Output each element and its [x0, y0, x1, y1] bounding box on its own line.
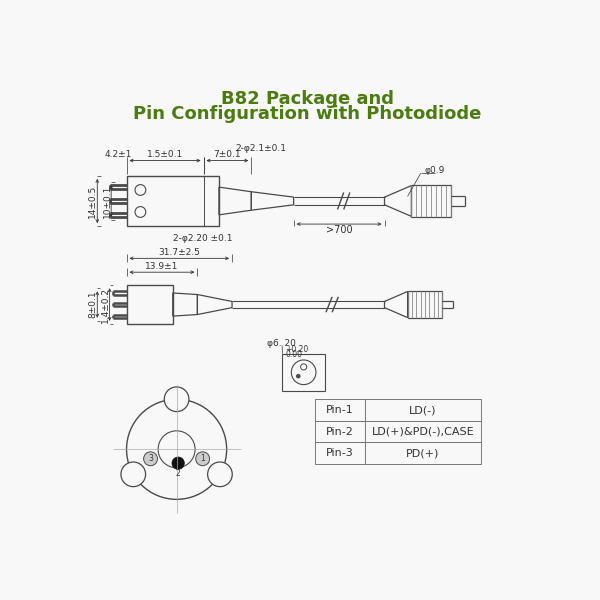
Text: 2-φ2.20 ±0.1: 2-φ2.20 ±0.1 — [173, 234, 232, 243]
Text: B82 Package and: B82 Package and — [221, 90, 394, 108]
Text: 8±0.1: 8±0.1 — [88, 291, 97, 319]
Text: >700: >700 — [326, 225, 352, 235]
Text: Pin-2: Pin-2 — [326, 427, 354, 437]
Text: 4.2±1: 4.2±1 — [104, 150, 132, 159]
Text: Pin-3: Pin-3 — [326, 448, 354, 458]
Text: Pin Configuration with Photodiode: Pin Configuration with Photodiode — [133, 106, 482, 124]
Circle shape — [196, 452, 209, 466]
Circle shape — [143, 452, 157, 466]
Text: 2: 2 — [176, 469, 181, 478]
Text: 31.7±2.5: 31.7±2.5 — [158, 248, 200, 257]
Text: φ0.9: φ0.9 — [424, 166, 445, 175]
Text: φ6. 20: φ6. 20 — [268, 338, 296, 347]
Text: 3: 3 — [148, 454, 153, 463]
Text: 7±0.1: 7±0.1 — [214, 150, 241, 159]
Text: 13.9±1: 13.9±1 — [145, 262, 179, 271]
Circle shape — [172, 457, 184, 469]
Text: 0.00: 0.00 — [285, 350, 302, 359]
Text: +0.20: +0.20 — [285, 344, 308, 353]
Text: LD(+)&PD(-),CASE: LD(+)&PD(-),CASE — [371, 427, 475, 437]
Text: 1: 1 — [200, 454, 205, 463]
Text: 1.4±0.2: 1.4±0.2 — [100, 287, 109, 323]
Text: 2-φ2.1±0.1: 2-φ2.1±0.1 — [235, 144, 286, 153]
Circle shape — [208, 462, 232, 487]
Text: Pin-1: Pin-1 — [326, 405, 354, 415]
Circle shape — [296, 374, 300, 378]
Text: LD(-): LD(-) — [409, 405, 437, 415]
Circle shape — [121, 462, 146, 487]
Text: 10±0.1: 10±0.1 — [103, 184, 112, 218]
Text: PD(+): PD(+) — [406, 448, 440, 458]
Text: 14±0.5: 14±0.5 — [88, 184, 97, 218]
Circle shape — [164, 387, 189, 412]
Text: 1.5±0.1: 1.5±0.1 — [147, 150, 183, 159]
